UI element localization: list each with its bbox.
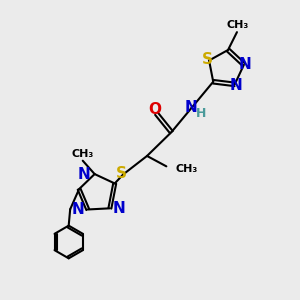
Text: CH₃: CH₃ bbox=[176, 164, 198, 174]
Text: N: N bbox=[112, 201, 125, 216]
Text: N: N bbox=[185, 100, 198, 116]
Text: N: N bbox=[239, 57, 252, 72]
Text: O: O bbox=[148, 102, 162, 117]
Text: CH₃: CH₃ bbox=[226, 20, 249, 30]
Text: N: N bbox=[72, 202, 85, 217]
Text: N: N bbox=[77, 167, 90, 182]
Text: S: S bbox=[116, 166, 127, 181]
Text: H: H bbox=[196, 107, 206, 120]
Text: N: N bbox=[230, 78, 243, 93]
Text: CH₃: CH₃ bbox=[72, 149, 94, 159]
Text: S: S bbox=[202, 52, 213, 68]
